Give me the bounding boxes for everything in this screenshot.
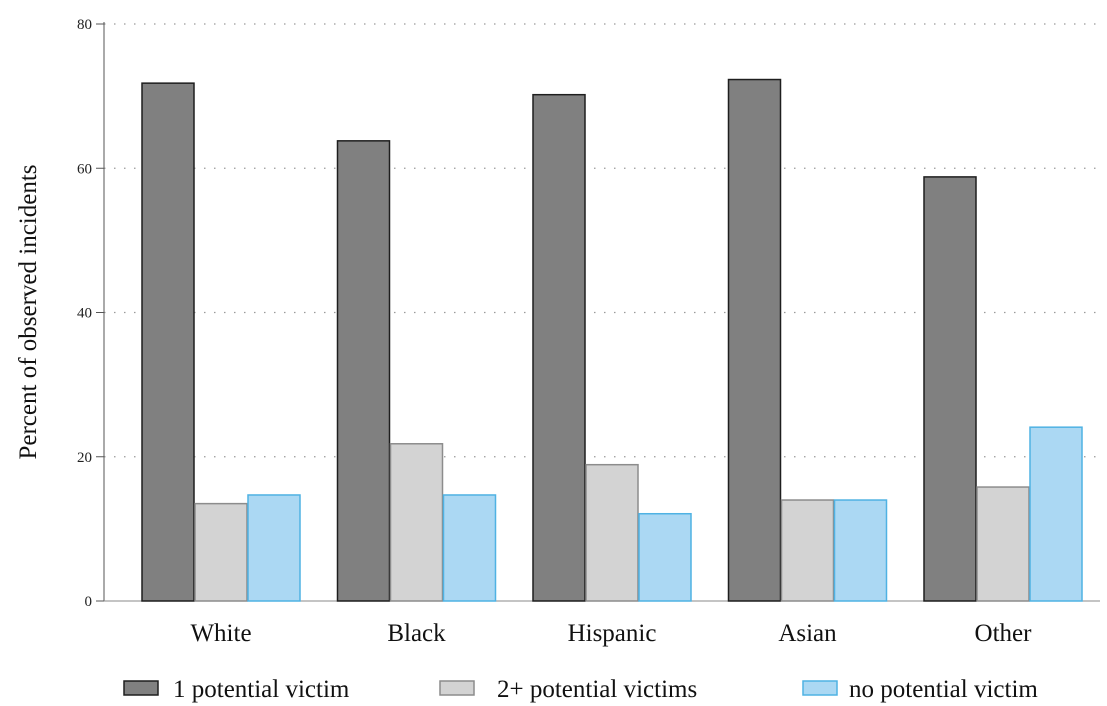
y-tick-label: 40 bbox=[77, 306, 92, 322]
bars bbox=[141, 78, 1083, 602]
bar-other-2-potential-victims bbox=[976, 486, 1030, 602]
bar-black-1-potential-victim bbox=[336, 140, 391, 602]
y-axis-title: Percent of observed incidents bbox=[15, 164, 42, 459]
bar-asian-no-potential-victim bbox=[833, 499, 888, 602]
legend: 1 potential victim 2+ potential victims no… bbox=[123, 676, 1038, 703]
bar-other-no-potential-victim bbox=[1029, 426, 1083, 602]
bar-black-no-potential-victim bbox=[442, 494, 497, 602]
x-category-label: White bbox=[190, 620, 251, 647]
legend-swatch bbox=[439, 680, 475, 696]
category-labels: White Black Hispanic Asian Other bbox=[190, 620, 1032, 647]
x-category-label: Asian bbox=[778, 620, 837, 647]
bar-asian-2-potential-victims bbox=[780, 499, 835, 602]
legend-label: no potential victim bbox=[849, 676, 1038, 703]
bar-hispanic-no-potential-victim bbox=[638, 512, 692, 602]
legend-swatch bbox=[802, 680, 838, 696]
bar-white-1-potential-victim bbox=[141, 82, 195, 602]
legend-swatch bbox=[123, 680, 159, 696]
x-category-label: Hispanic bbox=[568, 620, 657, 647]
bar-hispanic-1-potential-victim bbox=[532, 93, 586, 602]
bar-white-2-potential-victims bbox=[194, 502, 248, 602]
bar-white-no-potential-victim bbox=[247, 494, 301, 602]
legend-label: 1 potential victim bbox=[173, 676, 350, 703]
bar-other-1-potential-victim bbox=[923, 176, 977, 602]
bar-asian-1-potential-victim bbox=[727, 78, 782, 602]
y-tick-label: 80 bbox=[77, 17, 92, 33]
legend-label: 2+ potential victims bbox=[497, 676, 697, 703]
x-category-label: Black bbox=[387, 620, 446, 647]
x-category-label: Other bbox=[975, 620, 1033, 647]
bar-hispanic-2-potential-victims bbox=[585, 463, 639, 602]
y-tick-label: 20 bbox=[77, 450, 92, 466]
bar-black-2-potential-victims bbox=[389, 443, 444, 602]
y-tick-label: 0 bbox=[85, 594, 93, 610]
y-tick-label: 60 bbox=[77, 161, 92, 177]
